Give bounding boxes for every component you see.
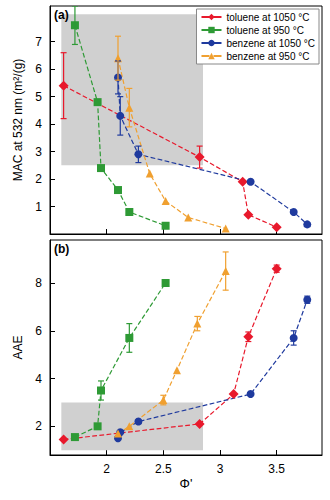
svg-text:2.5: 2.5 xyxy=(155,462,172,476)
svg-text:2: 2 xyxy=(103,462,110,476)
svg-text:AAE: AAE xyxy=(11,335,25,359)
svg-text:6: 6 xyxy=(35,324,42,338)
svg-text:5: 5 xyxy=(35,90,42,104)
svg-text:2: 2 xyxy=(35,419,42,433)
svg-text:MAC at 532 nm (m²/(g): MAC at 532 nm (m²/(g) xyxy=(11,59,25,182)
svg-text:7: 7 xyxy=(35,35,42,49)
svg-text:toluene at 1050 °C: toluene at 1050 °C xyxy=(226,12,309,23)
svg-text:3: 3 xyxy=(35,145,42,159)
svg-text:4: 4 xyxy=(35,372,42,386)
svg-text:benzene at 1050 °C: benzene at 1050 °C xyxy=(226,38,315,49)
svg-text:3: 3 xyxy=(217,462,224,476)
svg-text:(b): (b) xyxy=(54,242,69,256)
svg-text:6: 6 xyxy=(35,62,42,76)
svg-text:1: 1 xyxy=(35,200,42,214)
svg-text:2: 2 xyxy=(35,172,42,186)
svg-text:(a): (a) xyxy=(54,8,69,22)
svg-text:3.5: 3.5 xyxy=(268,462,285,476)
svg-text:8: 8 xyxy=(35,276,42,290)
svg-text:4: 4 xyxy=(35,117,42,131)
svg-text:toluene at 950 °C: toluene at 950 °C xyxy=(226,25,303,36)
svg-text:Φ': Φ' xyxy=(180,476,193,491)
svg-text:benzene at 950 °C: benzene at 950 °C xyxy=(226,51,309,62)
